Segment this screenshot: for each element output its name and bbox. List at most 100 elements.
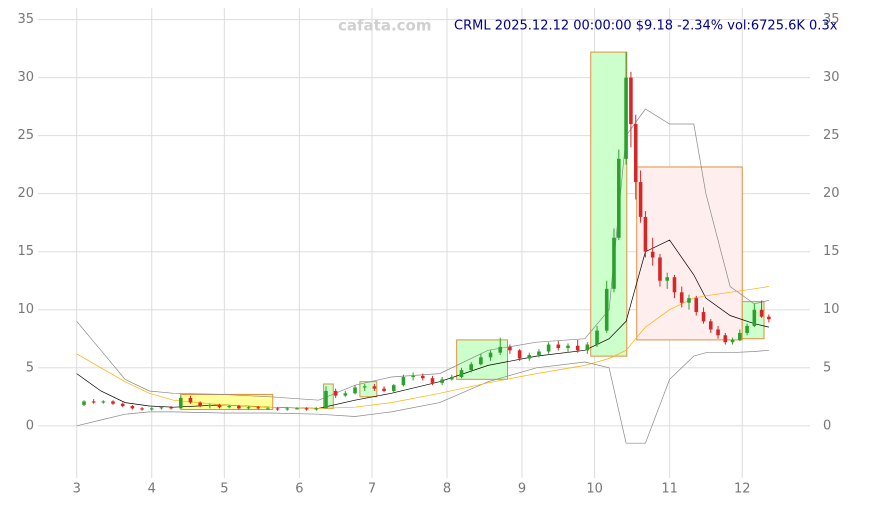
candle-body [566,345,570,349]
chart-title: CRML 2025.12.12 00:00:00 $9.18 -2.34% vo… [454,19,838,34]
candle-body [546,344,551,352]
candle-body [324,390,328,409]
candle-body [237,406,241,409]
candle-body [708,321,713,330]
candle-body [508,346,512,351]
y-tick-label-right: 20 [823,186,840,201]
candle-body [159,407,164,409]
candle-body [527,354,532,359]
x-tick-label: 5 [220,482,228,497]
candle-body [295,408,299,410]
candle-body [575,345,580,351]
candle-body [665,277,670,281]
candle-body [266,408,270,410]
zone [359,381,378,398]
candle-body [617,158,621,238]
candle-body [91,401,96,403]
candle-body [643,216,648,252]
indicator-line [76,286,769,409]
candle-body [198,402,202,407]
candle-body [256,407,261,409]
candle-body [488,352,493,358]
candle-body [629,77,633,125]
y-tick-label-right: 0 [823,418,831,433]
candle-body [687,298,691,303]
candle-body [140,408,144,410]
y-tick-label-right: 30 [823,70,840,85]
candle-body [604,288,609,331]
candle-body [149,408,154,410]
candle-body [353,387,357,394]
candle-body [420,375,425,379]
candle-body [169,407,173,409]
candle-body [188,397,193,403]
candle-body [382,388,386,391]
candle-body [208,404,212,407]
candle-body [130,406,135,409]
watermark: cafata.com [338,17,431,35]
candle-body [314,408,319,410]
candle-body [633,124,638,183]
y-tick-label: 5 [26,360,34,375]
y-tick-label-right: 5 [823,360,831,375]
y-tick-label-right: 25 [823,128,840,143]
candle-body [101,401,106,403]
y-tick-label: 20 [17,186,34,201]
candle-body [275,408,280,410]
x-tick-label: 9 [518,482,526,497]
candle-body [694,298,699,313]
x-tick-label: 3 [73,482,81,497]
candle-body [595,330,599,345]
candle-body [304,408,309,410]
candle-body [362,386,367,388]
y-tick-label: 35 [17,12,34,27]
candle-body [679,292,684,303]
candle-body [624,77,628,159]
candle-body [178,397,183,409]
x-tick-label: 8 [443,482,451,497]
x-tick-label: 4 [148,482,156,497]
candle-body [343,393,348,396]
zone [590,51,628,357]
y-tick-label-right: 35 [823,12,840,27]
x-tick-label: 11 [661,482,678,497]
candle-body [767,316,771,320]
x-tick-label: 12 [734,482,751,497]
candle-body [372,386,377,389]
candle-body [759,309,764,317]
candle-body [498,346,503,353]
candle-body [217,404,222,408]
candle-body [440,379,444,383]
y-tick-label: 25 [17,128,34,143]
y-tick-label-right: 10 [823,302,840,317]
candle-body [638,182,643,217]
candle-body [459,370,464,378]
candle-body [401,377,406,386]
candle-body [738,332,742,340]
candle-body [537,351,541,355]
y-tick-label-right: 15 [823,244,840,259]
candle-body [391,385,396,391]
candle-body [658,257,662,281]
candle-body [285,408,290,410]
x-tick-label: 7 [368,482,376,497]
indicator-line [76,108,769,401]
candle-body [730,339,735,343]
candle-body [723,335,728,343]
candle-body [585,344,590,351]
y-tick-label: 30 [17,70,34,85]
candle-body [246,407,251,409]
candle-body [612,237,616,289]
candle-body [430,378,435,383]
candle-body [333,390,338,396]
candle-body [650,251,655,258]
candle-body [479,357,483,365]
y-tick-label: 15 [17,244,34,259]
candle-body [120,403,125,407]
indicator-line [76,349,769,444]
indicator-line [76,239,769,409]
candle-body [82,401,86,405]
candle-body [411,375,415,378]
y-tick-label: 0 [26,418,34,433]
